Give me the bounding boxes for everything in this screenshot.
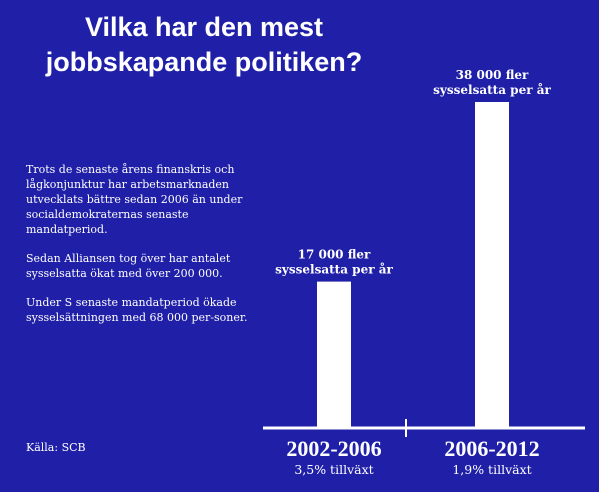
- growth-label-1: 3,5% tillväxt: [294, 462, 373, 477]
- source-note: Källa: SCB: [26, 441, 86, 454]
- bar-value-label-1-line-1: 17 000 fler: [298, 248, 371, 262]
- paragraph-3: Under S senaste mandatperiod ökade sysse…: [26, 296, 248, 324]
- title-line-1: Vilka har den mest: [84, 12, 324, 42]
- chart-title: Vilka har den mest jobbskapande politike…: [34, 10, 374, 80]
- description-text: Trots de senaste årens finanskris och lå…: [26, 162, 256, 339]
- bar-value-label-2-line-2: sysselsatta per år: [433, 82, 551, 97]
- paragraph-1: Trots de senaste årens finanskris och lå…: [26, 163, 243, 236]
- paragraph-2: Sedan Alliansen tog över har antalet sys…: [26, 252, 231, 280]
- category-label-1: 2002-2006: [286, 436, 381, 461]
- bar-2002-2006: [317, 281, 351, 427]
- bar-value-label-1-line-2: sysselsatta per år: [275, 262, 393, 277]
- bar-value-label-2-line-1: 38 000 fler: [456, 68, 529, 82]
- bar-2006-2012: [475, 102, 509, 427]
- category-label-2: 2006-2012: [444, 436, 539, 461]
- title-line-2: jobbskapande politiken?: [45, 47, 363, 77]
- growth-label-2: 1,9% tillväxt: [452, 462, 531, 477]
